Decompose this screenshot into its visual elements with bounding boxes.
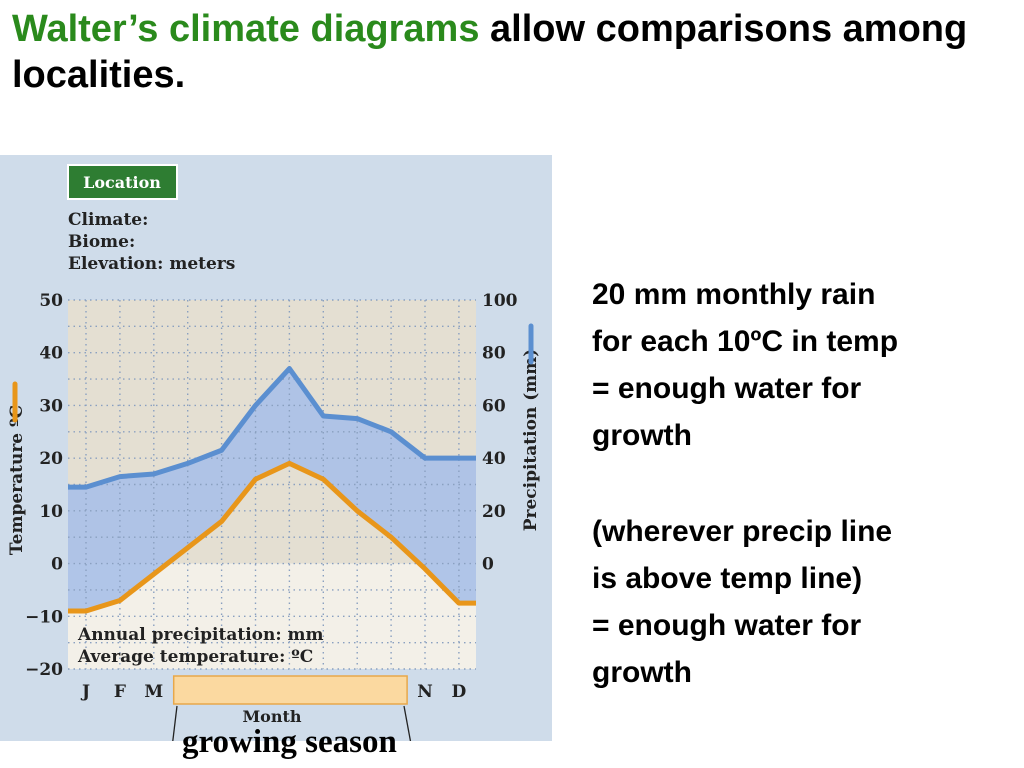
precipitation-tick-label: 0 [482, 555, 494, 575]
chart-annotations: Location Climate:Biome:Elevation: meters A… [12, 164, 534, 741]
precipitation-tick-label: 100 [482, 291, 518, 311]
month-tick-label: M [144, 682, 163, 702]
summary-line: Annual precipitation: mm [77, 625, 324, 645]
precipitation-tick-label: 60 [482, 396, 506, 416]
location-label: Location [83, 173, 161, 192]
growing-season-caption: growing season [182, 724, 397, 760]
title-rest: allow comparisons among localities. [12, 8, 968, 96]
precipitation-axis-label: Precipitation (mm) [521, 349, 541, 532]
note-precip-above-temp: (wherever precip line is above temp line… [592, 515, 893, 689]
info-line: Climate: [68, 210, 148, 230]
title-highlight: Walter’s climate diagrams [12, 8, 480, 50]
temperature-tick-label: 50 [39, 291, 63, 311]
month-tick-label: F [114, 682, 126, 702]
temperature-tick-label: 20 [39, 449, 63, 469]
summary-line: Average temperature: ºC [77, 647, 313, 667]
x-axis-label: Month [242, 707, 301, 726]
temperature-tick-label: 40 [39, 344, 63, 364]
temperature-line [68, 460, 476, 614]
wet-fill [68, 368, 476, 612]
precipitation-tick-label: 40 [482, 449, 506, 469]
temperature-tick-label: 0 [51, 555, 63, 575]
growing-season-left-bracket [172, 705, 178, 741]
growing-season-box [172, 675, 408, 705]
precipitation-line [68, 366, 476, 490]
growing-season-right-bracket [403, 705, 412, 741]
info-line: Biome: [68, 232, 135, 252]
wet-season-area [68, 368, 476, 612]
location-badge [67, 164, 178, 200]
temperature-tick-label: 30 [39, 396, 63, 416]
climate-chart: 50403020100−10−20100806040200Temperature… [7, 164, 541, 741]
info-line: Elevation: meters [68, 254, 235, 274]
temperature-tick-label: 10 [39, 502, 63, 522]
month-tick-label: N [417, 682, 433, 702]
month-tick-label: D [452, 682, 467, 702]
precipitation-tick-label: 20 [482, 502, 506, 522]
precipitation-tick-label: 80 [482, 344, 506, 364]
temperature-axis-label: Temperature ºC [7, 405, 27, 555]
series-lines [68, 366, 476, 614]
slide-title: Walter’s climate diagrams allow comparis… [12, 6, 1012, 98]
note-rain-rule: 20 mm monthly rain for each 10ºC in temp… [592, 278, 899, 452]
temperature-tick-label: −10 [25, 607, 63, 627]
temperature-tick-label: −20 [25, 660, 63, 680]
grid-lines [68, 299, 476, 670]
month-tick-label: J [80, 682, 90, 702]
